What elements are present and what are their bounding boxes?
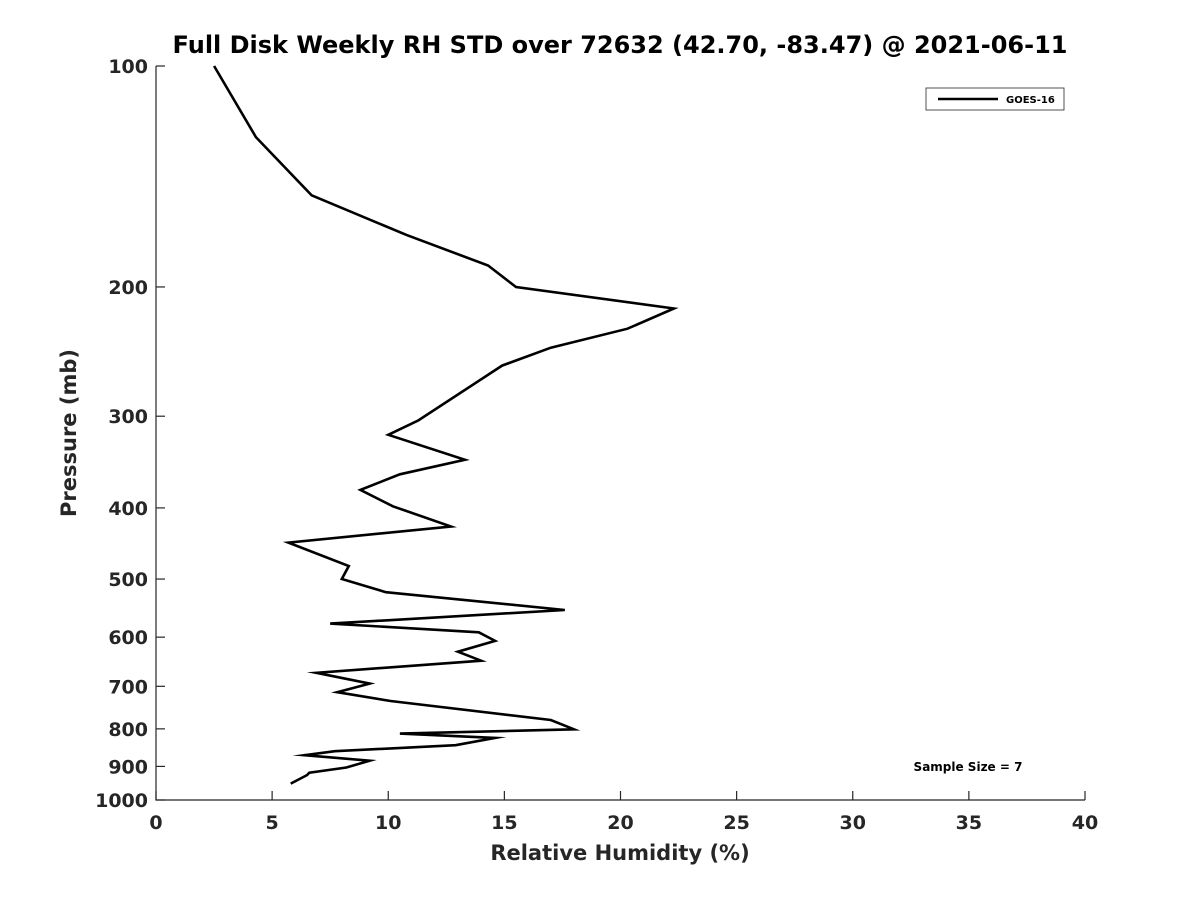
- y-tick-label: 300: [108, 406, 148, 428]
- x-tick-label: 10: [375, 812, 401, 834]
- x-tick-label: 25: [723, 812, 749, 834]
- y-tick-label: 1000: [95, 790, 148, 812]
- x-tick-label: 30: [840, 812, 866, 834]
- legend-label: GOES-16: [1006, 95, 1055, 106]
- x-tick-label: 35: [956, 812, 982, 834]
- y-tick-label: 900: [108, 756, 148, 778]
- series-line-goes-16: [212, 65, 679, 785]
- series-layer: [212, 65, 679, 785]
- legend: GOES-16: [925, 87, 1065, 111]
- x-tick-label: 5: [266, 812, 279, 834]
- y-tick-label: 500: [108, 569, 148, 591]
- y-axis: 100 200 300 400 500 600 700 800 900 1000: [95, 56, 165, 812]
- y-axis-label: Pressure (mb): [57, 349, 81, 517]
- y-tick-label: 700: [108, 676, 148, 698]
- x-tick-label: 15: [491, 812, 517, 834]
- x-tick-label: 0: [149, 812, 162, 834]
- y-tick-label: 200: [108, 277, 148, 299]
- x-tick-label: 20: [607, 812, 633, 834]
- y-tick-label: 100: [108, 56, 148, 78]
- plot-area: 0 5 10 15 20 25 30 35 40 100 200 300 400 500 600 700 80…: [95, 56, 1098, 834]
- chart-title: Full Disk Weekly RH STD over 72632 (42.7…: [173, 31, 1068, 59]
- y-tick-label: 800: [108, 719, 148, 741]
- sample-size-annotation: Sample Size = 7: [914, 760, 1023, 774]
- x-axis: 0 5 10 15 20 25 30 35 40: [149, 791, 1098, 834]
- y-tick-label: 400: [108, 498, 148, 520]
- x-tick-label: 40: [1072, 812, 1098, 834]
- x-axis-label: Relative Humidity (%): [490, 841, 749, 865]
- y-tick-label: 600: [108, 627, 148, 649]
